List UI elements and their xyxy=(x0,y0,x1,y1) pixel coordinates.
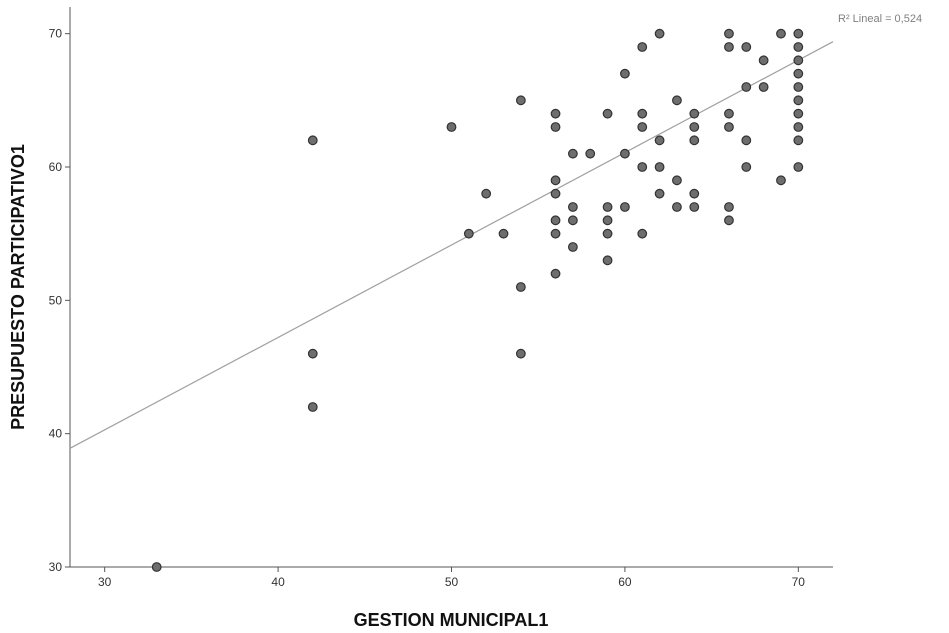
scatter-point xyxy=(550,215,561,226)
y-tick-label: 50 xyxy=(49,293,63,307)
x-tick-label: 70 xyxy=(792,575,806,589)
scatter-point xyxy=(724,215,734,226)
y-axis-title: PRESUPUESTO PARTICIPATIVO1 xyxy=(8,144,28,430)
x-tick-label: 30 xyxy=(98,575,112,589)
y-axis-ticks: 30 40 50 60 70 xyxy=(49,27,70,574)
y-tick-label: 70 xyxy=(49,27,63,41)
scatter-point xyxy=(724,42,734,52)
scatter-point xyxy=(741,135,752,146)
scatter-point xyxy=(515,348,526,359)
scatter-point xyxy=(637,122,648,132)
scatter-point xyxy=(550,268,561,279)
scatter-point xyxy=(793,108,804,119)
scatter-point xyxy=(637,228,648,239)
scatter-point xyxy=(654,28,665,39)
scatter-point xyxy=(758,82,769,92)
scatter-point xyxy=(481,188,492,199)
x-tick-label: 40 xyxy=(271,575,285,589)
scatter-point xyxy=(151,562,162,572)
scatter-point xyxy=(654,162,665,172)
scatter-point xyxy=(724,108,734,119)
scatter-point xyxy=(637,162,648,172)
scatter-point xyxy=(515,95,526,106)
scatter-point xyxy=(515,282,526,292)
scatter-point xyxy=(550,228,561,239)
scatter-point xyxy=(776,28,786,39)
scatter-point xyxy=(602,202,613,212)
scatter-point xyxy=(689,188,700,199)
scatter-point xyxy=(620,68,630,79)
r-squared-label: R² Lineal = 0,524 xyxy=(838,13,922,25)
y-tick-label: 30 xyxy=(49,560,63,574)
scatter-point xyxy=(307,348,318,359)
scatter-point xyxy=(550,108,561,119)
scatter-point xyxy=(567,242,578,252)
data-points xyxy=(151,28,804,572)
scatter-point xyxy=(758,55,769,66)
scatter-point xyxy=(793,122,804,132)
scatter-point xyxy=(307,135,318,146)
scatter-point xyxy=(585,148,596,159)
scatter-point xyxy=(741,162,752,172)
scatter-point xyxy=(793,95,804,106)
scatter-point xyxy=(793,55,804,66)
scatter-point xyxy=(620,148,630,159)
x-axis-title: GESTION MUNICIPAL1 xyxy=(354,610,549,630)
scatter-point xyxy=(672,202,682,212)
regression-line xyxy=(69,41,834,449)
scatter-point xyxy=(741,82,752,92)
scatter-point xyxy=(689,202,700,212)
scatter-point xyxy=(793,162,804,172)
x-axis-ticks: 30 40 50 60 70 xyxy=(98,567,805,589)
y-tick-label: 60 xyxy=(49,160,63,174)
scatter-point xyxy=(654,135,665,146)
scatter-point xyxy=(672,95,682,106)
scatter-point xyxy=(793,135,804,146)
scatter-point xyxy=(637,108,648,119)
y-tick-label: 40 xyxy=(49,427,63,441)
scatter-point xyxy=(724,28,734,39)
scatter-point xyxy=(793,68,804,79)
scatter-point xyxy=(654,188,665,199)
scatter-point xyxy=(550,122,561,132)
scatter-point xyxy=(550,188,561,199)
scatter-point xyxy=(724,122,734,132)
scatter-point xyxy=(793,42,804,52)
scatter-point xyxy=(689,122,700,132)
scatter-point xyxy=(793,82,804,92)
x-tick-label: 50 xyxy=(445,575,459,589)
plot-area: 30 40 50 60 70 30 40 50 60 70 xyxy=(49,7,834,589)
scatter-point xyxy=(550,175,561,186)
scatter-point xyxy=(689,135,700,146)
scatter-point xyxy=(776,175,786,186)
scatter-point xyxy=(637,42,648,52)
scatter-point xyxy=(446,122,457,132)
scatter-point xyxy=(567,202,578,212)
scatter-point xyxy=(724,202,734,212)
scatter-point xyxy=(793,28,804,39)
scatter-point xyxy=(498,228,509,239)
scatter-point xyxy=(672,175,682,186)
scatter-point xyxy=(567,215,578,226)
scatter-point xyxy=(620,202,630,212)
scatter-point xyxy=(602,215,613,226)
scatter-point xyxy=(567,148,578,159)
scatter-point xyxy=(307,402,318,412)
x-tick-label: 60 xyxy=(618,575,632,589)
scatter-point xyxy=(602,228,613,239)
scatter-point xyxy=(602,108,613,119)
scatter-point xyxy=(741,42,752,52)
scatter-point xyxy=(689,108,700,119)
scatter-point xyxy=(602,255,613,266)
scatter-point xyxy=(463,228,474,239)
